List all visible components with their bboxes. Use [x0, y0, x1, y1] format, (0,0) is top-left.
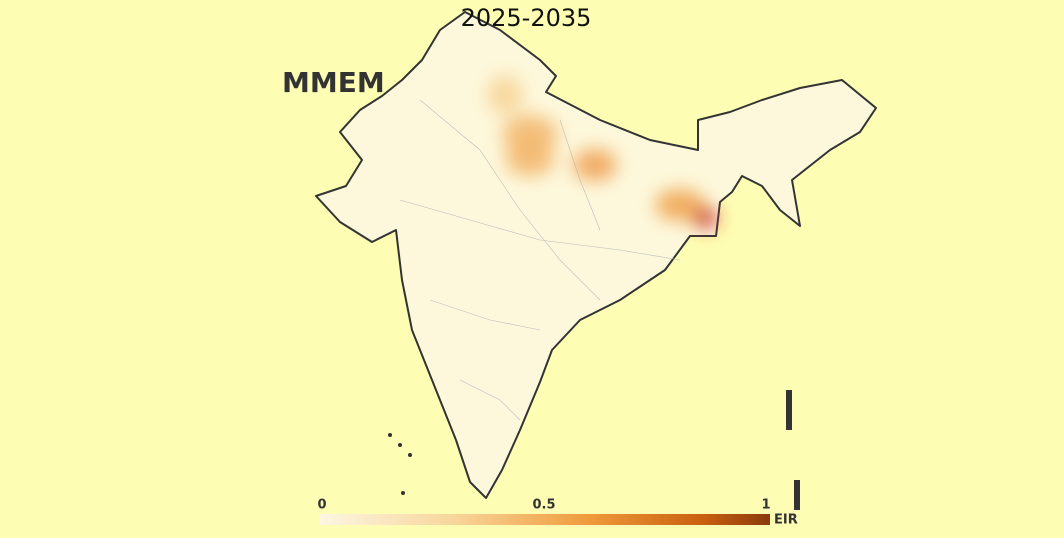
model-label: MMEM: [282, 66, 385, 99]
colorbar-tick-label: 0.5: [532, 498, 555, 513]
colorbar-label: EIR: [774, 513, 798, 528]
colorbar: [320, 514, 770, 525]
colorbar-tick-label: 0: [317, 498, 326, 513]
internal-boundaries: [399, 99, 681, 421]
islands: [388, 390, 800, 510]
eir-hotspots: [487, 75, 717, 228]
map-title: 2025-2035: [461, 4, 592, 32]
colorbar-tick-label: 1: [761, 498, 770, 513]
country-outline: [315, 11, 877, 499]
colorbar-ticks: 0 0.5 1: [317, 498, 770, 513]
